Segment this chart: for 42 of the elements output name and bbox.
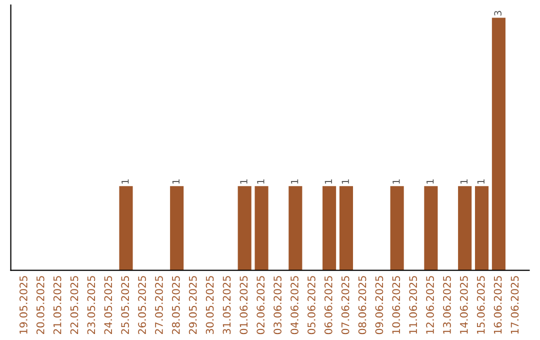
x-tick-label: 09.06.2025	[375, 276, 384, 334]
x-tick-label: 20.05.2025	[36, 276, 44, 334]
data-label: 1	[122, 179, 129, 184]
x-tick-label: 23.05.2025	[87, 276, 96, 334]
data-label: 1	[342, 179, 349, 184]
x-tick-label: 11.06.2025	[409, 276, 418, 334]
x-tick-label: 14.06.2025	[460, 276, 468, 334]
x-tick-label: 15.06.2025	[476, 276, 485, 334]
data-label: 3	[494, 10, 502, 16]
data-label: 1	[324, 179, 332, 184]
x-tick-label: 03.06.2025	[274, 276, 282, 334]
data-label: 1	[477, 179, 484, 184]
x-tick-label: 26.05.2025	[138, 276, 146, 334]
data-label: 1	[240, 179, 248, 184]
x-tick-label: 29.05.2025	[188, 276, 197, 334]
x-tick-label: 04.06.2025	[290, 276, 298, 334]
x-tick-label: 27.05.2025	[155, 276, 163, 334]
x-tick-label: 30.05.2025	[206, 276, 214, 334]
x-tick-label: 17.06.2025	[510, 276, 519, 334]
x-tick-label: 21.05.2025	[53, 276, 62, 334]
x-tick-label: 16.06.2025	[494, 276, 502, 334]
x-tick-label: 22.05.2025	[70, 276, 78, 334]
data-label: 1	[172, 179, 180, 184]
data-label: 1	[426, 179, 434, 184]
data-label: 1	[257, 179, 264, 184]
x-tick-label: 02.06.2025	[256, 276, 265, 334]
x-tick-label: 10.06.2025	[392, 276, 400, 334]
x-tick-label: 01.06.2025	[240, 276, 248, 334]
x-tick-label: 19.05.2025	[19, 276, 28, 334]
data-label: 1	[291, 179, 298, 184]
x-tick-label: 28.05.2025	[172, 276, 180, 334]
x-tick-label: 24.05.2025	[104, 276, 112, 334]
x-tick-label: 08.06.2025	[358, 276, 366, 334]
x-tick-label: 05.06.2025	[307, 276, 316, 334]
x-tick-label: 25.05.2025	[121, 276, 130, 334]
x-tick-label: 12.06.2025	[426, 276, 434, 334]
data-label: 1	[460, 179, 468, 184]
x-tick-label: 07.06.2025	[341, 276, 350, 334]
data-label: 1	[392, 179, 400, 184]
x-tick-label: 31.05.2025	[222, 276, 231, 334]
x-tick-label: 13.06.2025	[443, 276, 451, 334]
x-tick-label: 06.06.2025	[324, 276, 332, 334]
